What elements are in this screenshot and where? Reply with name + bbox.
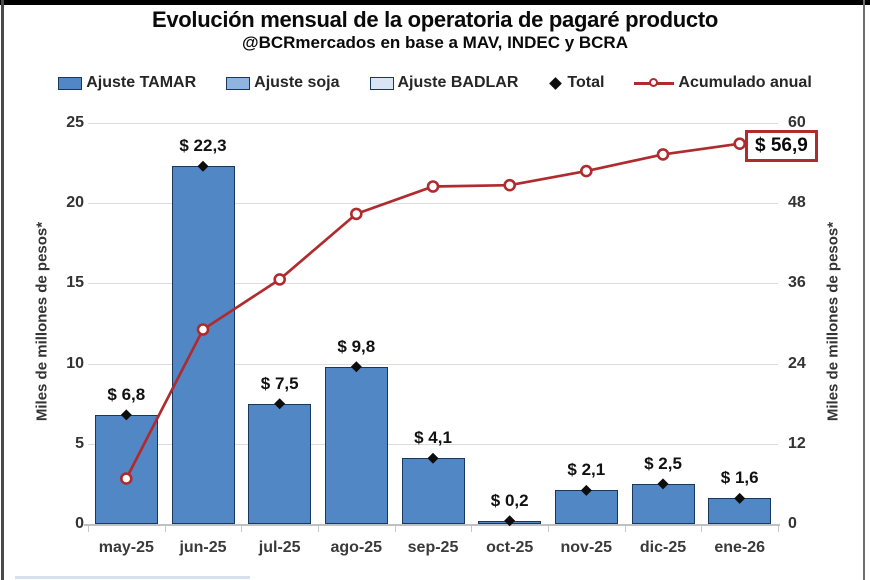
left-axis-tick: 20 — [66, 194, 84, 212]
right-axis-tick: 12 — [788, 434, 806, 452]
accumulated-point-marker — [426, 180, 440, 193]
bar-value-label: $ 2,1 — [567, 460, 606, 480]
legend: Ajuste TAMAR Ajuste soja Ajuste BADLAR Tota… — [0, 70, 870, 96]
right-axis-tick: 24 — [788, 354, 806, 372]
x-axis-tick — [394, 526, 396, 532]
accumulated-total-callout: $ 56,9 — [745, 130, 818, 162]
bar — [248, 403, 312, 524]
x-axis-label: ago-25 — [330, 539, 383, 556]
right-axis-tick: 36 — [788, 274, 806, 292]
bar-value-label: $ 1,6 — [720, 468, 759, 488]
bar-value-label: $ 4,1 — [414, 428, 452, 448]
x-axis-tick — [318, 526, 319, 532]
x-axis-label: dic-25 — [639, 539, 687, 556]
bar — [478, 520, 542, 524]
legend-item-ajuste-tamar: Ajuste TAMAR — [58, 74, 196, 92]
bar — [324, 366, 388, 524]
x-axis-label: oct-25 — [486, 539, 534, 556]
bar-value-label: $ 9,8 — [337, 336, 376, 356]
accumulated-point-marker — [503, 178, 517, 192]
right-axis-title: Miles de millones de pesos* — [824, 221, 842, 422]
bar-value-label: $ 0,2 — [490, 490, 529, 510]
left-axis-tick: 15 — [66, 274, 84, 292]
legend-swatch-icon — [226, 76, 251, 90]
bar — [708, 498, 772, 524]
legend-label: Ajuste BADLAR — [397, 74, 519, 91]
legend-label: Ajuste TAMAR — [86, 74, 197, 91]
diamond-marker-icon — [549, 76, 563, 90]
line-marker-icon — [634, 77, 675, 89]
x-axis-label: jun-25 — [179, 539, 227, 556]
legend-label: Acumulado anual — [678, 74, 812, 91]
x-axis-label: jul-25 — [258, 539, 301, 556]
legend-label: Ajuste soja — [254, 74, 340, 91]
x-axis-tick — [164, 526, 166, 532]
bar — [94, 414, 158, 524]
legend-swatch-icon — [58, 76, 83, 90]
x-axis-tick — [88, 526, 89, 532]
accumulated-point-marker — [656, 148, 670, 161]
x-axis-label: nov-25 — [560, 539, 613, 556]
x-axis-tick — [778, 526, 779, 532]
x-axis-label: sep-25 — [407, 539, 459, 556]
x-axis-tick — [624, 526, 626, 532]
accumulated-point-marker — [733, 137, 747, 150]
bar — [554, 490, 618, 524]
bar-value-label: $ 22,3 — [179, 136, 227, 156]
x-axis-line — [84, 524, 780, 526]
legend-item-total: Total — [548, 74, 604, 92]
legend-item-ajuste-badlar: Ajuste BADLAR — [369, 74, 519, 92]
bar — [171, 166, 235, 524]
legend-item-ajuste-soja: Ajuste soja — [226, 74, 340, 92]
right-frame-border — [863, 0, 865, 580]
gridline — [88, 123, 778, 124]
accumulated-point-marker — [579, 164, 593, 178]
bar-value-label: $ 6,8 — [107, 384, 146, 404]
left-frame-border — [1, 0, 4, 580]
accumulated-point-marker — [349, 207, 363, 221]
legend-item-acumulado-anual: Acumulado anual — [634, 74, 812, 92]
x-axis-tick — [471, 526, 473, 532]
chart-subtitle: @BCRmercados en base a MAV, INDEC y BCRA — [242, 33, 628, 52]
x-axis-tick — [701, 526, 703, 532]
bar-value-label: $ 7,5 — [260, 373, 299, 393]
legend-swatch-icon — [369, 76, 394, 90]
x-axis-label: may-25 — [98, 539, 154, 556]
x-axis-label: ene-26 — [714, 539, 766, 556]
right-axis-tick: 48 — [788, 194, 806, 212]
top-border-strip — [0, 0, 870, 5]
left-axis-title: Miles de millones de pesos* — [33, 221, 51, 422]
x-axis-tick — [548, 526, 549, 532]
bar — [401, 458, 465, 524]
legend-label: Total — [567, 74, 605, 91]
right-axis-tick: 0 — [788, 515, 797, 532]
right-axis-tick: 60 — [788, 114, 806, 131]
cropped-bottom-element — [15, 576, 250, 579]
chart-title: Evolución mensual de la operatoria de pa… — [151, 7, 718, 32]
left-axis-tick: 5 — [75, 434, 84, 452]
bar — [631, 483, 695, 524]
x-axis-tick — [241, 526, 243, 532]
left-axis-tick: 0 — [75, 515, 84, 532]
left-axis-tick: 10 — [66, 354, 84, 372]
bar-value-label: $ 2,5 — [644, 453, 682, 473]
left-axis-tick: 25 — [66, 114, 84, 131]
